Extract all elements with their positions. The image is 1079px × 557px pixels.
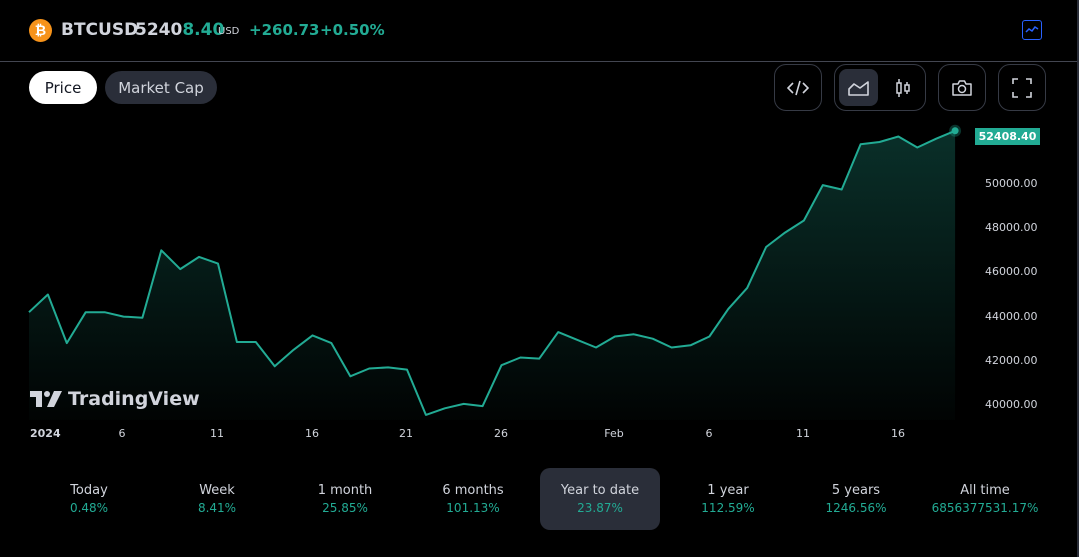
period-label: 6 months bbox=[442, 482, 504, 498]
y-axis-tick: 42000.00 bbox=[985, 353, 1038, 367]
y-axis-tick: 44000.00 bbox=[985, 309, 1038, 323]
price-toggle-button[interactable]: Price bbox=[29, 71, 97, 104]
x-axis-tick: 6 bbox=[118, 427, 126, 440]
x-axis-tick: 21 bbox=[399, 427, 413, 440]
period-1-year[interactable]: 1 year 112.59% bbox=[668, 468, 788, 530]
x-axis-tick: 11 bbox=[796, 427, 810, 440]
period-change-value: 23.87% bbox=[577, 500, 623, 515]
period-change-value: 25.85% bbox=[322, 500, 368, 515]
price-area-chart[interactable] bbox=[0, 110, 970, 420]
mini-chart-icon bbox=[1025, 25, 1039, 33]
performance-periods: Today 0.48% Week 8.41% 1 month 25.85% 6 months… bbox=[29, 468, 1049, 530]
area-chart-button[interactable] bbox=[839, 69, 878, 106]
period-today[interactable]: Today 0.48% bbox=[29, 468, 149, 530]
x-axis-tick: 11 bbox=[210, 427, 224, 440]
x-axis-tick: 16 bbox=[891, 427, 905, 440]
y-axis-tick: 50000.00 bbox=[985, 177, 1038, 190]
period-label: Today bbox=[70, 482, 108, 498]
period-week[interactable]: Week 8.41% bbox=[157, 468, 277, 530]
symbol-name: BTCUSD bbox=[61, 20, 139, 40]
period-label: 5 years bbox=[831, 482, 881, 498]
candlestick-chart-button[interactable] bbox=[883, 69, 922, 106]
fullscreen-icon bbox=[1012, 77, 1032, 98]
last-price-main: 5240 bbox=[135, 20, 183, 40]
tradingview-logo: TradingView bbox=[30, 388, 200, 410]
currency-code: USD bbox=[218, 26, 240, 37]
y-axis-tick: 48000.00 bbox=[985, 221, 1038, 235]
tradingview-logo-icon bbox=[30, 391, 62, 407]
x-axis-tick: 6 bbox=[705, 427, 713, 440]
open-chart-button[interactable] bbox=[1022, 20, 1042, 40]
period-change-value: 1246.56% bbox=[825, 500, 887, 515]
period-change-value: 112.59% bbox=[701, 500, 755, 515]
chart-type-group bbox=[834, 64, 926, 111]
period-change-value: 0.48% bbox=[69, 500, 109, 515]
last-price-label: 52408.40 bbox=[975, 128, 1040, 145]
x-axis-tick: 26 bbox=[494, 427, 508, 440]
code-icon bbox=[787, 80, 809, 95]
period-label: 1 month bbox=[317, 482, 373, 498]
embed-code-button[interactable] bbox=[774, 64, 822, 111]
price-line bbox=[28, 129, 956, 416]
snapshot-button[interactable] bbox=[938, 64, 986, 111]
period-label: 1 year bbox=[707, 482, 749, 498]
period-6-months[interactable]: 6 months 101.13% bbox=[413, 468, 533, 530]
x-axis-tick: Feb bbox=[604, 427, 624, 440]
fullscreen-button[interactable] bbox=[998, 64, 1046, 111]
period-label: Year to date bbox=[560, 482, 640, 498]
market-cap-toggle-button[interactable]: Market Cap bbox=[105, 71, 217, 104]
period-year-to-date[interactable]: Year to date 23.87% bbox=[540, 468, 660, 530]
y-axis-tick: 46000.00 bbox=[985, 265, 1038, 279]
right-edge-border bbox=[1077, 0, 1079, 557]
x-axis-tick: 2024 bbox=[30, 427, 61, 440]
price-change: +260.73 bbox=[249, 21, 320, 39]
period-change-value: 6856377531.17% bbox=[931, 500, 1039, 515]
period-change-value: 8.41% bbox=[197, 500, 237, 515]
bitcoin-logo-icon: ₿ bbox=[29, 19, 52, 42]
tradingview-wordmark: TradingView bbox=[68, 388, 200, 410]
price-change-percent: +0.50% bbox=[320, 21, 385, 39]
last-price-accent: 8.40 bbox=[182, 20, 225, 40]
last-price: 52408.40 bbox=[135, 20, 224, 40]
period-change-value: 101.13% bbox=[446, 500, 500, 515]
x-axis-tick: 16 bbox=[305, 427, 319, 440]
y-axis-tick: 40000.00 bbox=[985, 398, 1038, 411]
period-all-time[interactable]: All time 6856377531.17% bbox=[925, 468, 1045, 530]
candlestick-icon bbox=[895, 78, 910, 97]
period-1-month[interactable]: 1 month 25.85% bbox=[285, 468, 405, 530]
period-label: All time bbox=[960, 482, 1010, 498]
period-5-years[interactable]: 5 years 1246.56% bbox=[796, 468, 916, 530]
camera-icon bbox=[952, 79, 972, 96]
area-chart-icon bbox=[847, 80, 869, 96]
period-label: Week bbox=[199, 482, 235, 498]
last-point-marker bbox=[951, 127, 959, 135]
symbol-header: ₿ BTCUSD 52408.40 USD +260.73 +0.50% bbox=[0, 0, 1077, 62]
area-fill bbox=[29, 130, 956, 420]
